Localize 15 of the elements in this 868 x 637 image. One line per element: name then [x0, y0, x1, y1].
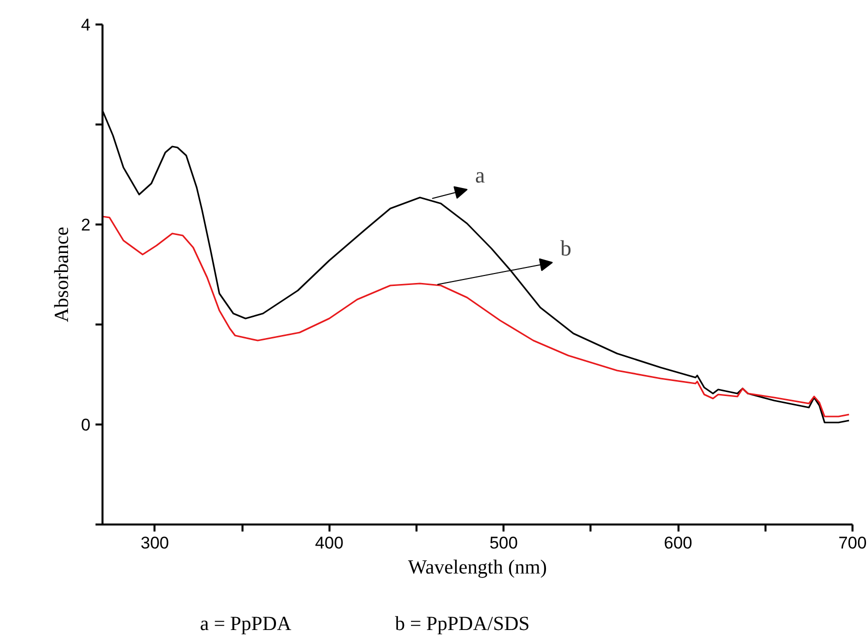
y-tick-label: 4: [81, 16, 91, 34]
x-tick-label: 300: [140, 534, 170, 552]
x-tick-label: 400: [315, 534, 344, 552]
y-tick-label: 2: [81, 216, 91, 234]
y-axis-title: Absorbance: [51, 226, 74, 322]
annotation: a: [475, 162, 486, 188]
line-series: [102, 216, 850, 418]
annotation: b: [560, 236, 572, 260]
y-tick-label: 0: [81, 416, 91, 434]
x-tick-label: 700: [838, 534, 867, 552]
x-axis-title: Wavelength (nm): [408, 556, 547, 578]
text: a = PpPDA: [200, 612, 292, 637]
x-tick-label: 500: [489, 534, 518, 552]
text: b = PpPDA/SDS: [395, 612, 530, 637]
x-tick-label: 600: [664, 534, 692, 552]
